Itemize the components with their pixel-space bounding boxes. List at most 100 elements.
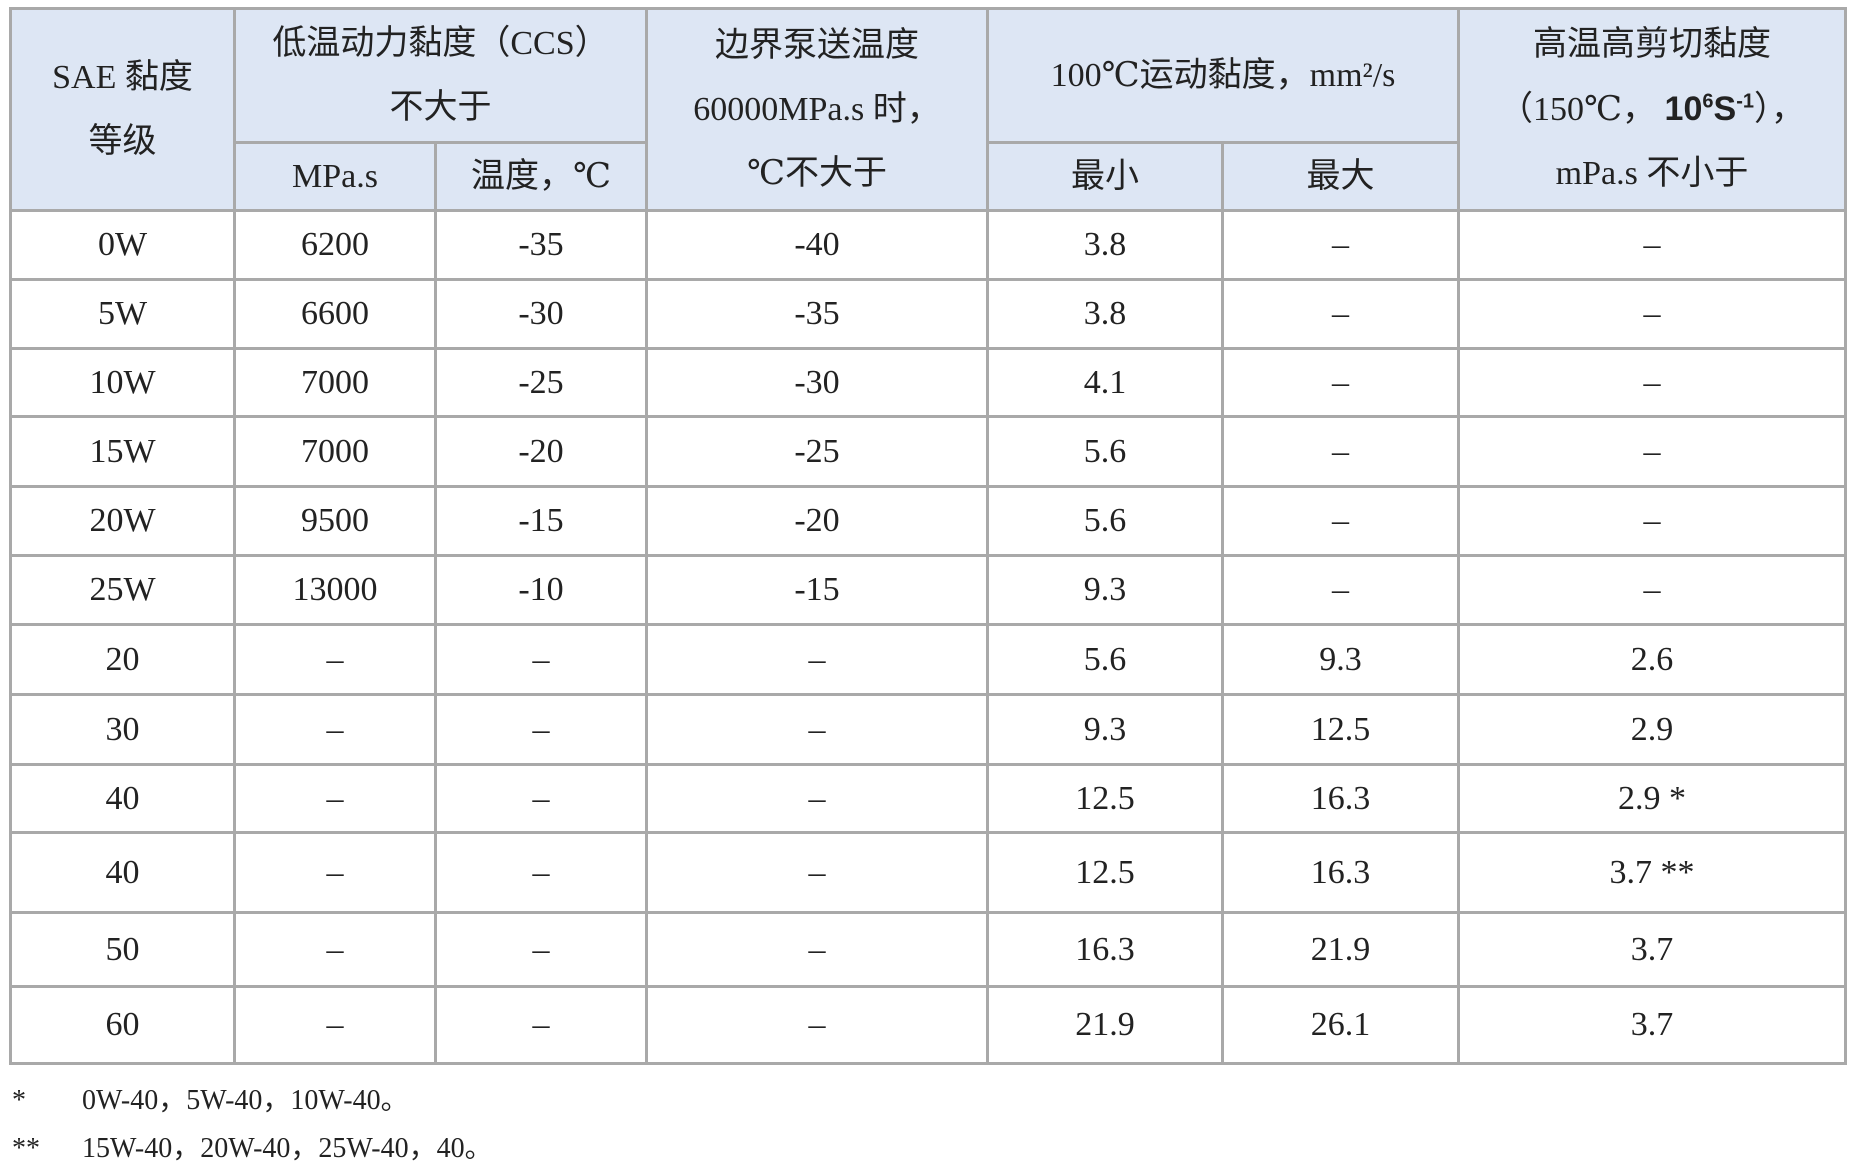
table-cell: – (434, 623, 648, 696)
table-cell: -15 (645, 554, 989, 626)
table-cell: 2.6 (1457, 623, 1847, 696)
table-row: 10W 7000 -25 -30 4.1– – (9, 347, 1847, 418)
table-cell: 5.6 (986, 415, 1224, 488)
table-row: 50– – –16.3 21.9 3.7 (9, 911, 1847, 988)
header-cell: 温度，℃ (434, 141, 648, 212)
table-cell: -35 (434, 209, 648, 281)
table-row: 60– – –21.9 26.1 3.7 (9, 985, 1847, 1065)
table-cell: – (645, 985, 989, 1065)
table-cell: – (1457, 415, 1847, 488)
header-text: 边界泵送温度 (715, 26, 919, 64)
table-cell: – (645, 693, 989, 766)
footnote-mark: * (12, 1085, 26, 1116)
header-text: 等级 (88, 122, 157, 160)
table-cell: 7000 (233, 415, 437, 488)
table-cell: 12.5 (986, 763, 1224, 834)
header-text: S (1713, 90, 1737, 128)
table-cell: 15W (9, 415, 236, 488)
table-cell: -30 (645, 347, 989, 418)
header-text: 低温动力黏度（CCS） (272, 24, 609, 62)
table-row: 25W 13000 -10 -15 9.3– – (9, 554, 1847, 626)
table-cell: 3.8 (986, 209, 1224, 281)
table-cell: 9.3 (1221, 623, 1460, 696)
table-cell: 20W (9, 485, 236, 557)
table-cell: 5.6 (986, 485, 1224, 557)
table-cell: 40 (9, 763, 236, 834)
table-cell: – (645, 831, 989, 914)
table-cell: – (1221, 209, 1460, 281)
table-cell: 9.3 (986, 554, 1224, 626)
table-cell: – (434, 911, 648, 988)
table-cell: – (1457, 278, 1847, 350)
table-cell: – (1221, 347, 1460, 418)
table-row: 20W 9500 -15 -20 5.6– – (9, 485, 1847, 557)
table-cell: – (645, 623, 989, 696)
header-text: 不大于 (389, 88, 492, 126)
header-text: -1 (1736, 90, 1754, 113)
table-cell: 20 (9, 623, 236, 696)
table-cell: 13000 (233, 554, 437, 626)
table-cell: 30 (9, 693, 236, 766)
table-cell: 3.7 (1457, 911, 1847, 988)
table-cell: – (233, 623, 437, 696)
table-cell: – (1457, 209, 1847, 281)
table-cell: 7000 (233, 347, 437, 418)
table-row: 0W 6200 -35 -40 3.8– – (9, 209, 1847, 281)
table-cell: 5W (9, 278, 236, 350)
table-cell: 3.7 ** (1457, 831, 1847, 914)
table-cell: -40 (645, 209, 989, 281)
table-cell: – (233, 831, 437, 914)
table-cell: 40 (9, 831, 236, 914)
table-cell: – (233, 985, 437, 1065)
table-cell: 25W (9, 554, 236, 626)
table-row: 20– – –5.6 9.3 2.6 (9, 623, 1847, 696)
header-text: SAE 黏度 (52, 58, 193, 96)
table-cell: 3.8 (986, 278, 1224, 350)
header-text: ）， (1753, 91, 1805, 128)
table-cell: – (1221, 415, 1460, 488)
table-cell: – (645, 763, 989, 834)
table-row: 40– – –12.5 16.3 3.7 ** (9, 831, 1847, 914)
header-text: ℃不大于 (746, 154, 888, 192)
table-cell: 16.3 (1221, 831, 1460, 914)
table-cell: -20 (434, 415, 648, 488)
table-cell: 5.6 (986, 623, 1224, 696)
header-text: （150℃， (1499, 91, 1657, 128)
footnote-mark: ** (12, 1133, 40, 1164)
header-text: 60000MPa.s 时， (693, 90, 941, 128)
table-cell: – (1221, 278, 1460, 350)
table-cell: 16.3 (1221, 763, 1460, 834)
table-cell: -30 (434, 278, 648, 350)
header-cell: 最小 (986, 141, 1224, 212)
table-cell: – (645, 911, 989, 988)
table-cell: – (434, 831, 648, 914)
header-cell: 100℃运动黏度，mm²/s (986, 7, 1460, 144)
footnote-text: 15W-40，20W-40，25W-40，40。 (82, 1133, 493, 1164)
table-cell: 16.3 (986, 911, 1224, 988)
table-cell: 2.9 * (1457, 763, 1847, 834)
table-cell: 12.5 (986, 831, 1224, 914)
viscosity-table: SAE 黏度 等级 低温动力黏度（CCS） 不大于 边界泵送温度 60000MPa.s… (9, 7, 1847, 1065)
table-cell: -20 (645, 485, 989, 557)
header-cell: SAE 黏度 等级 (9, 7, 236, 212)
table-cell: 9500 (233, 485, 437, 557)
header-text: 10 (1664, 90, 1703, 128)
table-row: 5W 6600 -30 -35 3.8– – (9, 278, 1847, 350)
table-cell: 60 (9, 985, 236, 1065)
header-text: mPa.s 不小于 (1555, 155, 1749, 192)
table-cell: 21.9 (1221, 911, 1460, 988)
table-cell: 3.7 (1457, 985, 1847, 1065)
table-cell: – (434, 985, 648, 1065)
header-cell: 边界泵送温度 60000MPa.s 时， ℃不大于 (645, 7, 989, 212)
table-cell: -25 (645, 415, 989, 488)
table-row: 30– – –9.3 12.5 2.9 (9, 693, 1847, 766)
footnote-text: 0W-40，5W-40，10W-40。 (82, 1085, 409, 1116)
table-cell: – (233, 763, 437, 834)
table-cell: – (233, 693, 437, 766)
table-cell: 12.5 (1221, 693, 1460, 766)
table-cell: -35 (645, 278, 989, 350)
table-cell: -10 (434, 554, 648, 626)
footnote: ** 15W-40，20W-40，25W-40，40。 (12, 1126, 493, 1166)
table-cell: – (434, 693, 648, 766)
